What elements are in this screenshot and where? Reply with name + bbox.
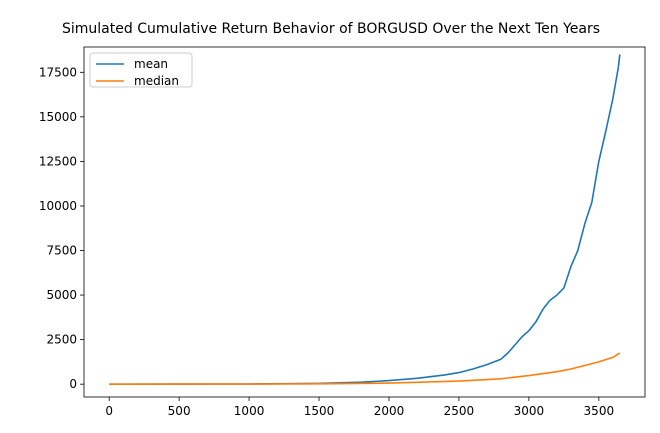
chart-title: Simulated Cumulative Return Behavior of …: [62, 21, 600, 37]
x-tick-label: 2500: [444, 404, 475, 418]
y-tick-label: 5000: [46, 288, 77, 302]
plot-frame: [83, 46, 646, 398]
y-axis: 0 2500 5000 7500 10000 12500 15000 17500: [39, 65, 84, 391]
x-tick-label: 1500: [304, 404, 335, 418]
series-line-mean: [109, 54, 621, 386]
x-tick-label: 3000: [514, 404, 545, 418]
x-tick-label: 2000: [374, 404, 405, 418]
legend-box: [89, 52, 193, 88]
y-tick-label: 15000: [39, 110, 77, 124]
legend-label-mean: mean: [134, 57, 168, 71]
legend: mean median: [89, 52, 193, 88]
y-tick-label: 10000: [39, 199, 77, 213]
x-axis: 0 500 1000 1500 2000 2500 3000 3500: [105, 397, 614, 418]
y-tick-label: 17500: [39, 65, 77, 79]
x-tick-label: 3500: [584, 404, 615, 418]
y-tick-label: 0: [69, 377, 77, 391]
y-tick-label: 2500: [46, 333, 77, 347]
y-tick-label: 12500: [39, 154, 77, 168]
y-tick-label: 7500: [46, 244, 77, 258]
series-line-median: [109, 352, 621, 386]
x-tick-label: 0: [105, 404, 113, 418]
legend-label-median: median: [134, 74, 179, 88]
x-tick-label: 1000: [234, 404, 265, 418]
x-tick-label: 500: [168, 404, 191, 418]
series-layer: [109, 54, 621, 386]
